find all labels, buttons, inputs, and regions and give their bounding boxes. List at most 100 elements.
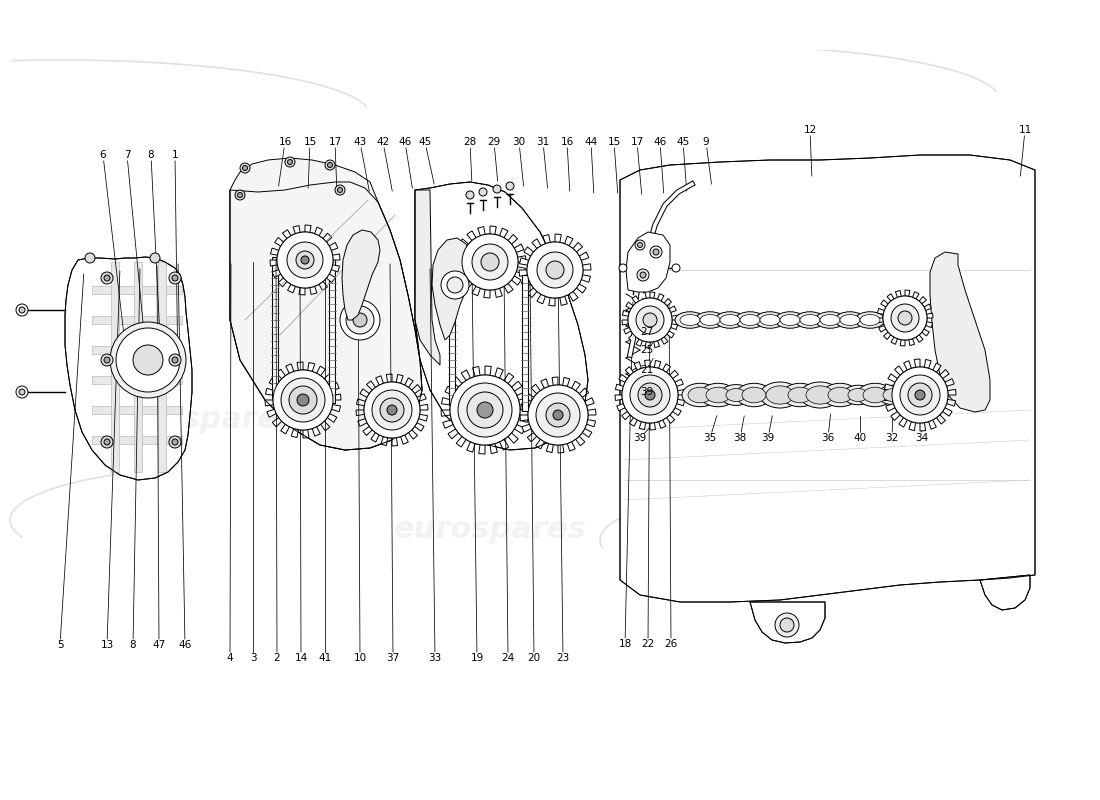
Polygon shape [532, 239, 541, 249]
Polygon shape [280, 424, 289, 434]
Ellipse shape [736, 383, 772, 406]
Text: 41: 41 [318, 653, 331, 663]
Circle shape [353, 313, 367, 327]
Ellipse shape [755, 312, 785, 328]
Polygon shape [332, 394, 341, 400]
Polygon shape [575, 436, 585, 446]
Polygon shape [945, 378, 954, 386]
Circle shape [546, 261, 564, 279]
Polygon shape [947, 399, 956, 406]
Polygon shape [462, 280, 472, 290]
Polygon shape [519, 404, 529, 410]
Polygon shape [518, 415, 529, 422]
Polygon shape [634, 362, 641, 370]
Polygon shape [623, 310, 629, 316]
Polygon shape [621, 320, 628, 325]
Polygon shape [473, 366, 480, 377]
Circle shape [16, 386, 28, 398]
Circle shape [133, 345, 163, 375]
Polygon shape [286, 364, 294, 374]
Polygon shape [376, 376, 383, 385]
Polygon shape [323, 233, 332, 242]
Polygon shape [653, 341, 660, 347]
Polygon shape [676, 399, 684, 406]
Polygon shape [883, 332, 891, 339]
Circle shape [621, 367, 678, 423]
Circle shape [296, 251, 314, 269]
Polygon shape [371, 433, 380, 442]
Polygon shape [587, 409, 596, 415]
Polygon shape [328, 414, 337, 422]
Polygon shape [521, 279, 531, 288]
Polygon shape [667, 331, 674, 338]
Circle shape [235, 190, 245, 200]
Circle shape [477, 402, 493, 418]
Circle shape [630, 375, 670, 415]
Text: 45: 45 [418, 137, 431, 147]
Polygon shape [310, 286, 317, 294]
Polygon shape [230, 182, 422, 450]
Circle shape [150, 253, 160, 263]
Polygon shape [926, 322, 933, 327]
Text: 44: 44 [584, 137, 597, 147]
Circle shape [273, 370, 333, 430]
Polygon shape [456, 437, 466, 447]
Circle shape [238, 193, 242, 198]
Polygon shape [669, 306, 676, 313]
Polygon shape [490, 226, 496, 234]
Text: 23: 23 [557, 653, 570, 663]
Text: 17: 17 [329, 137, 342, 147]
Polygon shape [319, 282, 328, 290]
Circle shape [101, 272, 113, 284]
Ellipse shape [706, 387, 730, 403]
Text: 34: 34 [915, 433, 928, 443]
Polygon shape [580, 388, 588, 398]
Polygon shape [891, 337, 898, 344]
Polygon shape [432, 238, 472, 340]
Polygon shape [411, 385, 421, 394]
Polygon shape [943, 408, 953, 416]
Polygon shape [916, 335, 923, 342]
Polygon shape [581, 275, 591, 282]
Ellipse shape [726, 389, 746, 402]
Polygon shape [484, 290, 490, 298]
Polygon shape [495, 368, 504, 378]
Polygon shape [650, 422, 656, 430]
Text: 26: 26 [664, 639, 678, 649]
Text: 47: 47 [153, 640, 166, 650]
Ellipse shape [860, 314, 880, 326]
Circle shape [242, 166, 248, 170]
Polygon shape [900, 340, 905, 346]
Polygon shape [499, 228, 508, 238]
Polygon shape [466, 442, 475, 452]
Polygon shape [667, 414, 674, 423]
Circle shape [172, 439, 178, 445]
Polygon shape [273, 418, 282, 427]
Polygon shape [331, 265, 340, 272]
Polygon shape [516, 267, 526, 274]
Circle shape [628, 298, 672, 342]
Polygon shape [659, 420, 666, 428]
Circle shape [338, 187, 342, 193]
Polygon shape [905, 290, 910, 296]
Polygon shape [265, 400, 274, 406]
Circle shape [468, 392, 503, 428]
Polygon shape [626, 302, 634, 309]
Polygon shape [569, 291, 579, 301]
Text: 6: 6 [100, 150, 107, 160]
Polygon shape [287, 284, 296, 293]
Circle shape [240, 163, 250, 173]
Circle shape [883, 296, 927, 340]
Circle shape [635, 240, 645, 250]
Polygon shape [324, 373, 333, 382]
Polygon shape [556, 234, 561, 242]
Polygon shape [936, 414, 946, 424]
Polygon shape [632, 296, 639, 303]
Polygon shape [547, 443, 553, 453]
Polygon shape [639, 422, 646, 430]
Polygon shape [520, 415, 528, 421]
Polygon shape [920, 297, 926, 304]
Circle shape [898, 311, 912, 325]
Polygon shape [92, 376, 182, 384]
Polygon shape [275, 238, 284, 246]
